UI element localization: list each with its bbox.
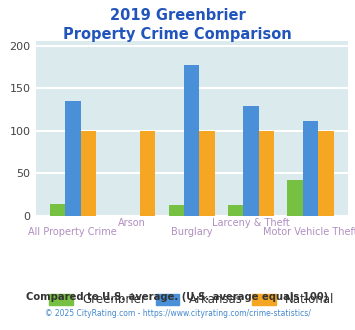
Text: © 2025 CityRating.com - https://www.cityrating.com/crime-statistics/: © 2025 CityRating.com - https://www.city… xyxy=(45,309,310,318)
Bar xyxy=(200,131,215,216)
Bar xyxy=(65,101,81,216)
Bar xyxy=(259,131,274,216)
Text: Larceny & Theft: Larceny & Theft xyxy=(212,218,290,228)
Text: Arson: Arson xyxy=(118,218,146,228)
Text: 2019 Greenbrier: 2019 Greenbrier xyxy=(110,8,245,23)
Bar xyxy=(303,120,318,216)
Text: Burglary: Burglary xyxy=(171,227,212,237)
Legend: Greenbrier, Arkansas, National: Greenbrier, Arkansas, National xyxy=(44,288,339,311)
Bar xyxy=(287,180,303,216)
Bar xyxy=(318,131,334,216)
Text: Compared to U.S. average. (U.S. average equals 100): Compared to U.S. average. (U.S. average … xyxy=(26,292,329,302)
Text: Motor Vehicle Theft: Motor Vehicle Theft xyxy=(263,227,355,237)
Bar xyxy=(50,204,65,216)
Text: Property Crime Comparison: Property Crime Comparison xyxy=(63,27,292,42)
Bar xyxy=(184,65,200,216)
Bar xyxy=(140,131,155,216)
Text: All Property Crime: All Property Crime xyxy=(28,227,117,237)
Bar xyxy=(169,205,184,216)
Bar xyxy=(244,106,259,216)
Bar xyxy=(81,131,96,216)
Bar xyxy=(228,205,244,216)
